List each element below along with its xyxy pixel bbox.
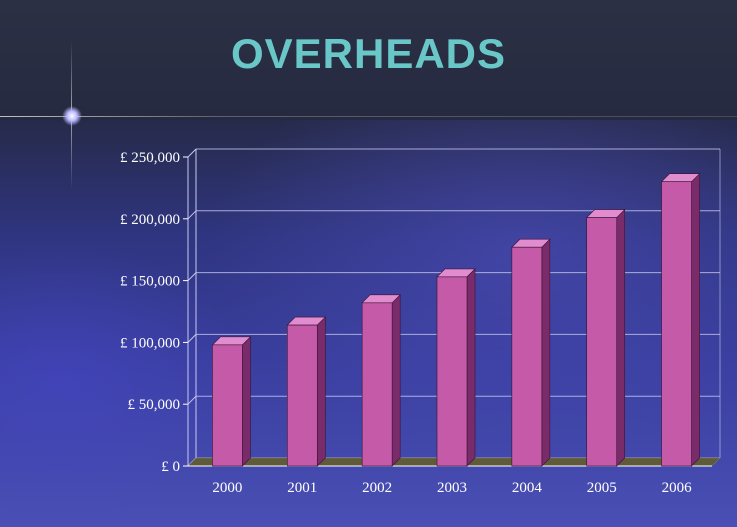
bar-side: [466, 268, 476, 467]
x-tick-label: 2001: [287, 480, 317, 496]
x-tick-label: 2004: [512, 480, 543, 496]
x-tick-label: 2000: [212, 480, 242, 496]
bar-side: [616, 208, 626, 467]
gridline-connector: [187, 334, 197, 343]
slide-title: OVERHEADS: [230, 30, 507, 77]
x-tick-label: 2005: [587, 480, 617, 496]
bar-side: [541, 238, 551, 467]
y-tick-label: £ 100,000: [120, 335, 180, 351]
bars: [211, 172, 701, 467]
header-band: [0, 0, 737, 120]
y-tick-label: £ 250,000: [120, 150, 180, 166]
bar: [286, 324, 318, 467]
y-tick-label: £ 50,000: [128, 397, 181, 413]
bar: [586, 217, 618, 467]
bar: [212, 344, 243, 467]
x-tick-label: 2006: [662, 480, 693, 496]
divider-line: [0, 116, 737, 117]
x-tick-label: 2002: [362, 480, 392, 496]
gridline-connector: [187, 395, 197, 405]
bar-side: [691, 172, 700, 467]
bar: [436, 276, 468, 467]
bar-side: [316, 316, 326, 467]
gridline-connector: [187, 148, 197, 158]
gridline-connector: [187, 272, 197, 281]
y-tick-label: £ 0: [161, 459, 180, 475]
bar-side: [242, 336, 251, 467]
sparkle-icon: [62, 106, 82, 126]
y-tick-label: £ 200,000: [120, 212, 180, 228]
bar: [661, 181, 692, 467]
gridline-connector: [187, 210, 197, 220]
bar: [361, 302, 393, 467]
x-tick-label: 2003: [437, 480, 467, 496]
y-tick-label: £ 150,000: [120, 274, 180, 290]
bar: [511, 246, 543, 467]
x-axis: 2000 2001 2002 2003 2004 2005 2006: [212, 480, 692, 496]
bar-side: [391, 294, 401, 467]
y-axis: £ 0 £ 50,000 £ 100,000 £ 150,000 £ 200,000 £ …: [120, 150, 188, 475]
